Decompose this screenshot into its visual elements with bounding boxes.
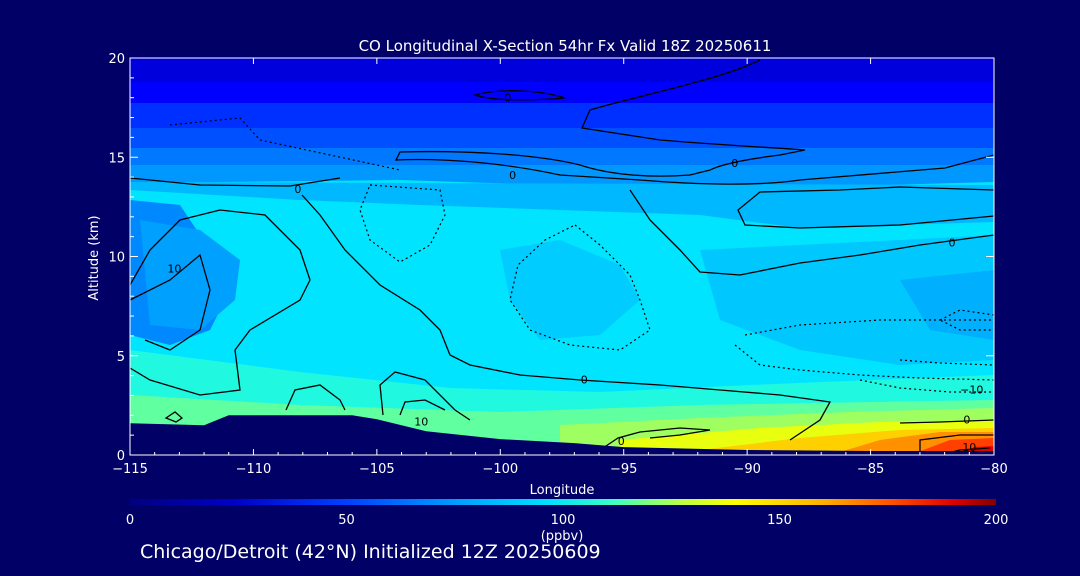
- x-tick-label: −110: [236, 462, 272, 477]
- co-contours-negative: [169, 117, 994, 393]
- co-contours: [130, 59, 994, 455]
- contour-label: −10: [960, 383, 983, 396]
- contour-label: 0: [963, 413, 970, 426]
- contour-label: 10: [167, 262, 181, 275]
- x-axis-label: Longitude: [530, 483, 595, 498]
- x-tick-label: −95: [610, 462, 637, 477]
- colorbar-units: (ppbv): [541, 529, 584, 544]
- footer-caption: Chicago/Detroit (42°N) Initialized 12Z 2…: [140, 541, 601, 563]
- contour-label: 0: [731, 157, 738, 170]
- colorbar: [130, 499, 996, 505]
- colorbar-tick-label: 0: [126, 513, 134, 528]
- y-tick-label: 10: [108, 251, 125, 266]
- colorbar-tick-label: 150: [767, 513, 792, 528]
- contour-label: 0: [618, 435, 625, 448]
- x-axis: −115 −110 −105 −100 −95 −90 −85 −80: [112, 58, 1008, 477]
- x-tick-label: −85: [857, 462, 884, 477]
- y-axis: 0 5 10 15 20: [108, 52, 994, 464]
- colorbar-ticks: 0 50 100 150 200: [126, 513, 1009, 528]
- y-tick-label: 0: [117, 449, 125, 464]
- colorbar-tick-label: 200: [984, 513, 1009, 528]
- contour-label: 10: [962, 441, 976, 454]
- chart-title: CO Longitudinal X-Section 54hr Fx Valid …: [359, 37, 772, 55]
- colorbar-tick-label: 50: [338, 513, 355, 528]
- y-tick-label: 20: [108, 52, 125, 67]
- contour-label: 0: [949, 237, 956, 250]
- co-field: [130, 58, 994, 455]
- x-tick-label: −115: [112, 462, 148, 477]
- contour-label: 10: [414, 415, 428, 428]
- contour-label: 0: [294, 183, 301, 196]
- terrain-mask: [130, 415, 994, 455]
- contour-labels: 0 0 0 0 0 10 0 10 0 −10 0 10: [167, 92, 983, 454]
- contour-label: 0: [504, 92, 511, 105]
- x-tick-label: −90: [733, 462, 760, 477]
- x-tick-label: −80: [980, 462, 1007, 477]
- contour-label: 0: [509, 169, 516, 182]
- colorbar-tick-label: 100: [551, 513, 576, 528]
- contour-label: 0: [581, 374, 588, 387]
- x-tick-label: −105: [359, 462, 395, 477]
- y-tick-label: 5: [117, 350, 125, 365]
- y-tick-label: 15: [108, 151, 125, 166]
- y-axis-label: Altitude (km): [87, 215, 102, 300]
- x-tick-label: −100: [482, 462, 518, 477]
